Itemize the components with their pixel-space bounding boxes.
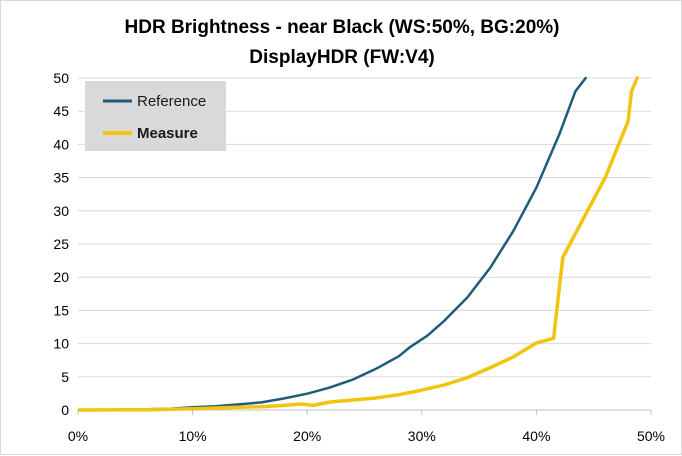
series-line-measure xyxy=(78,76,639,412)
y-tick-label: 25 xyxy=(53,236,69,252)
x-tick-label: 50% xyxy=(637,428,665,444)
y-tick-label: 50 xyxy=(53,70,69,86)
axes: 0 5 10 15 20 25 30 35 40 45 50 0% 10% 20% 30% 40% 50% xyxy=(53,70,665,444)
x-tick-label: 10% xyxy=(179,428,207,444)
chart-subtitle: DisplayHDR (FW:V4) xyxy=(249,47,434,68)
legend-label-measure: Measure xyxy=(137,125,198,142)
chart-title: HDR Brightness - near Black (WS:50%, BG:… xyxy=(125,17,560,38)
y-tick-label: 15 xyxy=(53,302,69,318)
y-tick-label: 40 xyxy=(53,136,69,152)
legend-label-reference: Reference xyxy=(137,93,206,110)
legend: Reference Measure xyxy=(85,81,226,151)
x-tick-label: 0% xyxy=(68,428,88,444)
y-tick-label: 20 xyxy=(53,269,69,285)
x-tick-label: 20% xyxy=(293,428,321,444)
y-tick-label: 35 xyxy=(53,170,69,186)
x-tick-label: 40% xyxy=(522,428,550,444)
x-tick-label: 30% xyxy=(408,428,436,444)
y-tick-label: 45 xyxy=(53,103,69,119)
gridlines xyxy=(78,77,651,378)
y-tick-label: 0 xyxy=(61,402,69,418)
legend-background xyxy=(85,81,226,151)
y-tick-label: 10 xyxy=(53,336,69,352)
y-tick-label: 5 xyxy=(61,369,69,385)
y-tick-label: 30 xyxy=(53,203,69,219)
series-lines xyxy=(78,76,639,412)
